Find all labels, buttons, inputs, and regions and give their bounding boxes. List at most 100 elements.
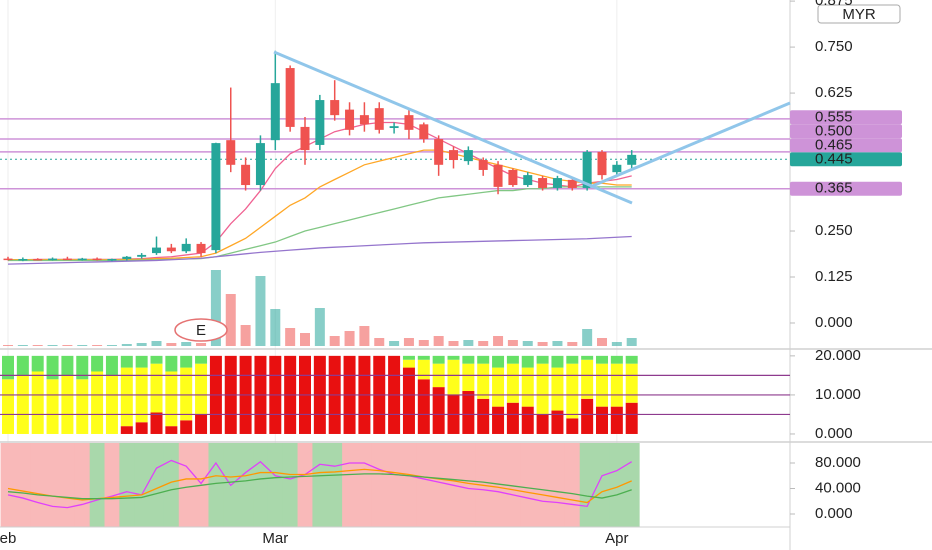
stacked-bar [31, 371, 44, 434]
x-tick-label: eb [0, 530, 16, 547]
candle-body [330, 100, 340, 116]
state-band [386, 443, 403, 527]
candle-body [389, 126, 399, 129]
stacked-bar [402, 367, 415, 434]
trend-line [589, 101, 791, 189]
candle-body [523, 175, 533, 186]
stacked-bar [492, 406, 505, 434]
y-tick-label: 0.625 [815, 84, 853, 101]
stacked-bar [596, 406, 608, 434]
volume-bar [582, 329, 593, 346]
volume-bar [151, 341, 162, 346]
y-tick-label: 0.000 [815, 314, 853, 331]
candle-body [508, 169, 518, 186]
y-tick-label: 0.125 [815, 268, 853, 285]
stacked-bar [180, 367, 193, 421]
stacked-bar [447, 355, 460, 360]
candle-body [241, 164, 251, 186]
volume-bar [552, 341, 563, 346]
stacked-bar [521, 367, 534, 407]
volume-bar [359, 326, 370, 346]
stacked-bar [581, 398, 594, 434]
stacked-bar [180, 420, 193, 434]
candle-body [597, 151, 607, 176]
stacked-bar [135, 355, 148, 368]
x-tick-label: Apr [605, 530, 628, 547]
y-tick-label: 0.750 [815, 38, 853, 55]
volume-bar [3, 345, 13, 346]
stacked-bar [76, 355, 89, 380]
moving-average [8, 149, 632, 261]
volume-bar [314, 308, 325, 346]
volume-bar [522, 341, 533, 346]
volume-bar [240, 325, 251, 346]
state-band [178, 443, 195, 527]
candle-body [77, 258, 87, 261]
candle-body [152, 247, 161, 254]
stacked-bar [402, 355, 415, 360]
state-band [431, 443, 447, 527]
state-band [624, 443, 640, 527]
price-tag [790, 152, 902, 167]
volume-bar [270, 309, 281, 346]
candle-body [449, 150, 458, 161]
stacked-bar [551, 410, 564, 434]
currency-label[interactable]: MYR [842, 6, 876, 23]
state-band [460, 443, 477, 527]
price-tag-label: 0.465 [815, 136, 853, 153]
state-band [45, 443, 61, 527]
stacked-bar [120, 426, 133, 434]
stacked-bar [2, 379, 14, 434]
stacked-bar [165, 426, 178, 434]
state-band [0, 443, 16, 527]
volume-bar [92, 345, 103, 346]
stacked-bar [477, 398, 490, 434]
currency-box[interactable] [817, 4, 901, 24]
stacked-bar [581, 355, 594, 360]
state-band [253, 443, 269, 527]
state-band [356, 443, 373, 527]
stacked-bar [596, 363, 608, 407]
y-tick-label: 0.000 [815, 425, 853, 442]
volume-bar [210, 270, 221, 346]
volume-bar [344, 331, 355, 346]
candle-body [33, 258, 43, 261]
state-band [520, 443, 536, 527]
price-tag [790, 138, 902, 153]
volume-bar [196, 343, 207, 346]
stacked-bar [150, 412, 163, 434]
state-band [74, 443, 91, 527]
volume-bar [106, 345, 117, 346]
state-band [535, 443, 551, 527]
volume-bar [62, 345, 73, 346]
moving-average [7, 235, 632, 265]
y-tick-label: 20.000 [815, 347, 861, 364]
stacked-bar [462, 355, 475, 364]
price-tag-label: 0.555 [815, 108, 853, 125]
candle-body [627, 154, 637, 165]
stacked-bar [76, 379, 89, 434]
state-band [208, 443, 224, 527]
stacked-bar [120, 355, 133, 368]
state-band [609, 443, 625, 527]
volume-bar [225, 294, 236, 346]
state-band [312, 443, 328, 527]
volume-bar [285, 328, 296, 346]
volume-bar [403, 338, 414, 346]
state-band [104, 443, 120, 527]
stacked-bar [566, 418, 579, 434]
stacked-bar [61, 355, 74, 376]
volume-bar [537, 342, 548, 346]
earnings-label: E [196, 322, 206, 339]
state-band [163, 443, 180, 527]
price-tag-label: 0.500 [815, 122, 853, 139]
candle-body [493, 164, 503, 187]
candle-body [62, 258, 72, 261]
state-band [401, 443, 417, 527]
candle-body [18, 258, 28, 261]
stacked-bar [46, 379, 59, 434]
stacked-bar [417, 355, 430, 360]
price-tag [790, 124, 902, 139]
